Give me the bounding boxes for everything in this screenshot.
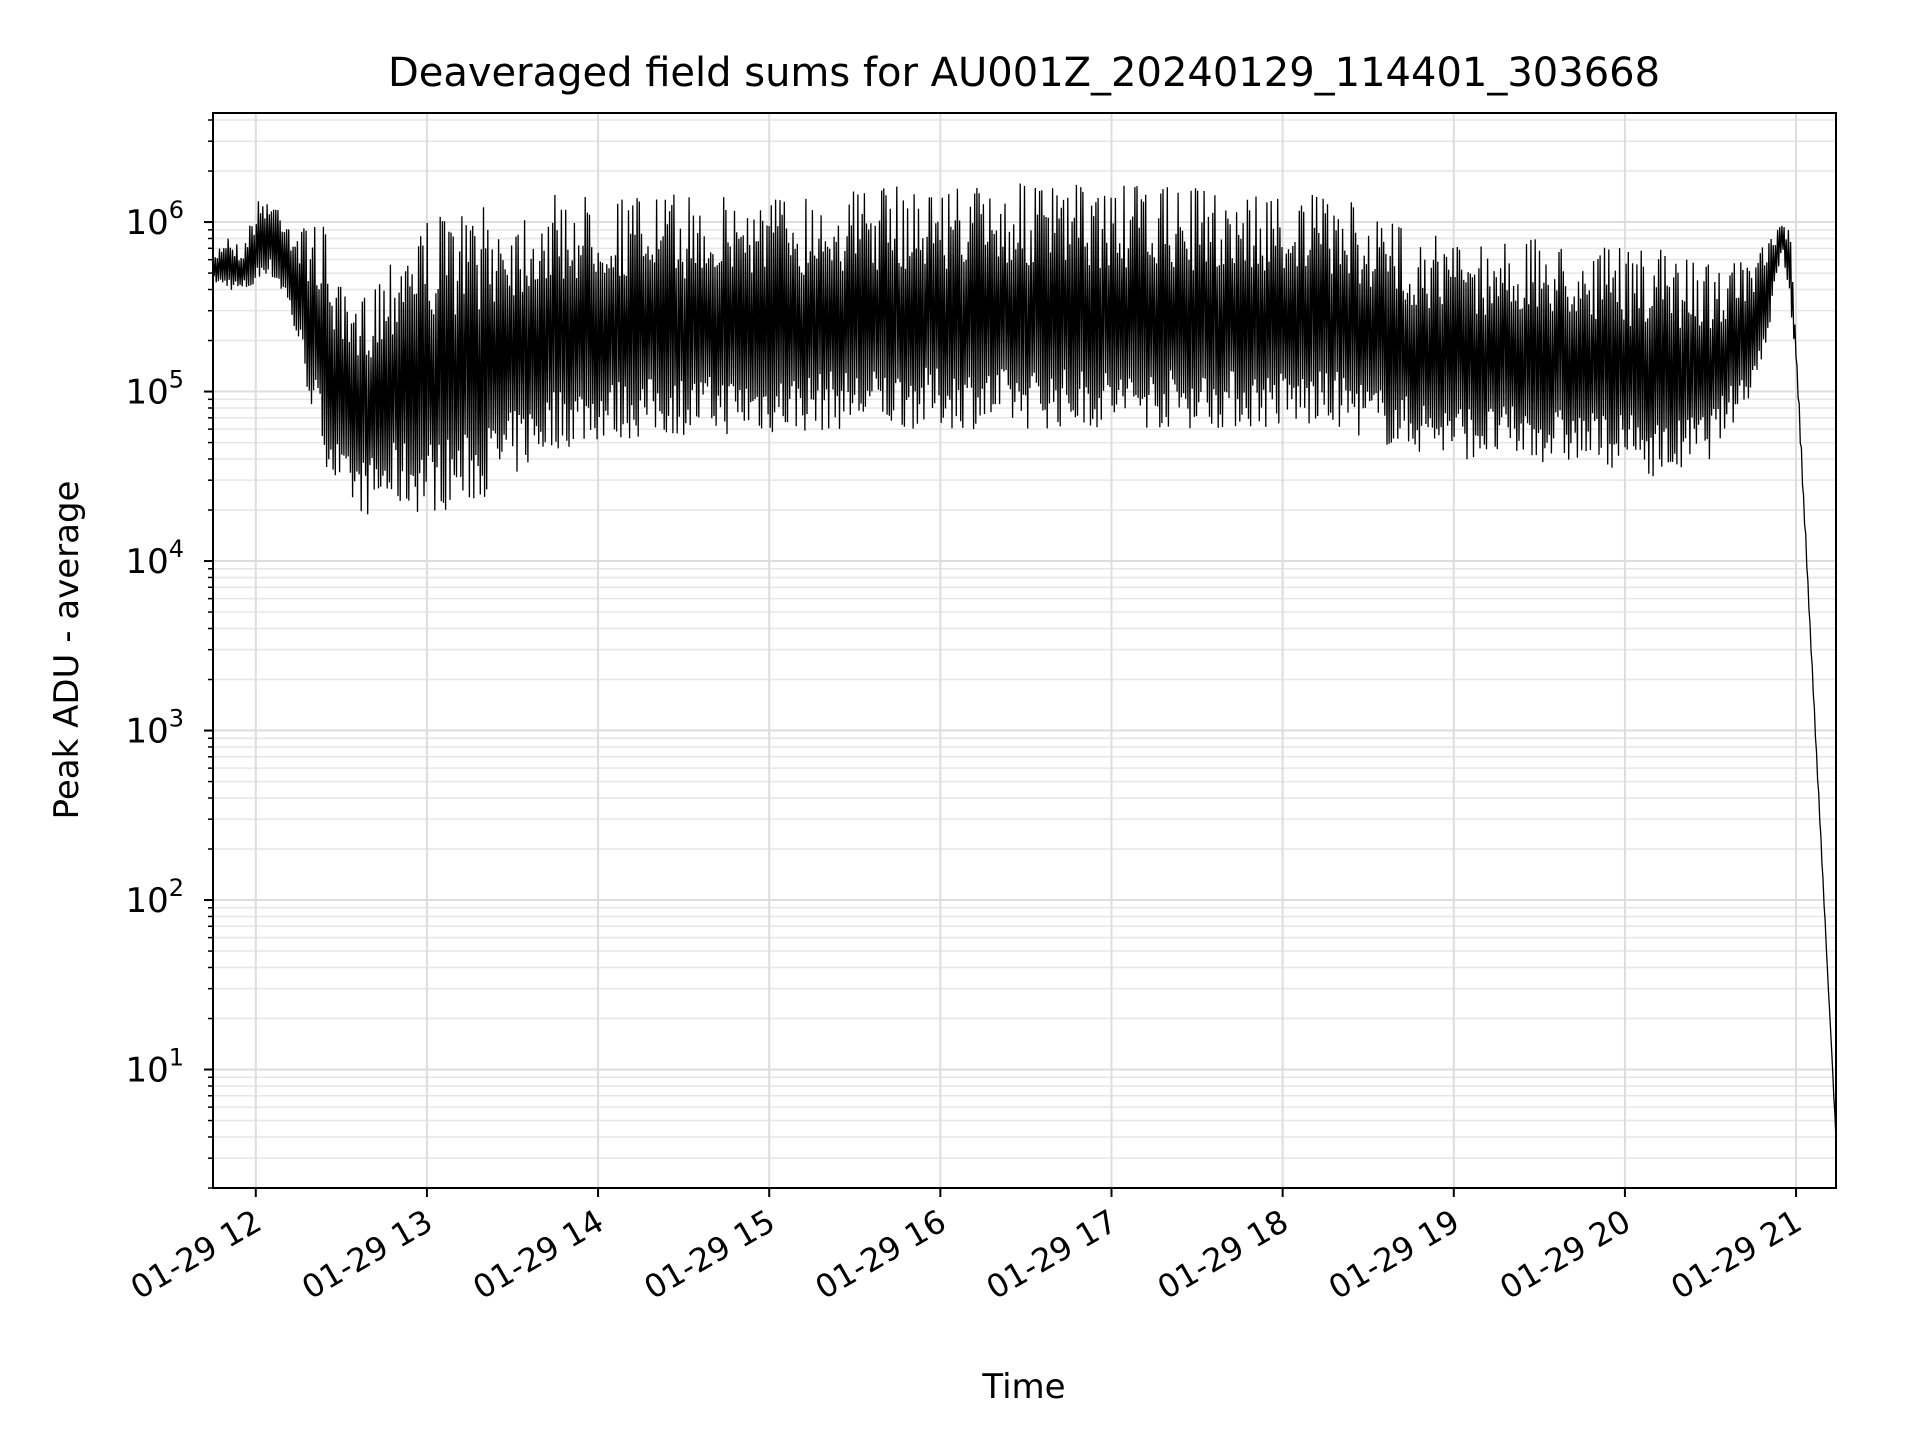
y-tick-label: 102 (125, 874, 184, 921)
plot-area-frame (212, 112, 1837, 1189)
y-axis-label: Peak ADU - average (47, 481, 87, 820)
grid-major (213, 113, 1836, 1188)
y-tick-label: 106 (125, 196, 184, 243)
y-axis: 101 102 103 104 105 106 (125, 196, 213, 1091)
chart-title: Deaveraged field sums for AU001Z_2024012… (388, 50, 1660, 96)
series-line (212, 183, 1837, 1140)
y-tick-label: 103 (125, 705, 184, 752)
y-tick-label: 105 (125, 366, 184, 413)
y-tick-label: 101 (125, 1044, 184, 1091)
grid-minor (208, 119, 1836, 1189)
series-layer (212, 183, 1837, 1140)
y-tick-label: 104 (125, 535, 184, 582)
x-axis-label: Time (981, 1367, 1065, 1407)
